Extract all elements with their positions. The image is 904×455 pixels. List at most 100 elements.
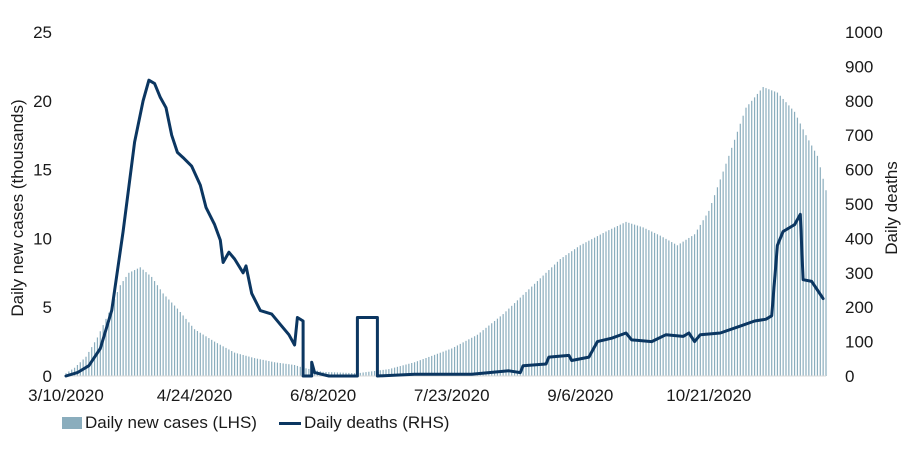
case-bar: [165, 296, 167, 376]
case-bar: [196, 330, 199, 376]
case-bar: [791, 108, 793, 376]
left-tick-label: 20: [33, 92, 52, 111]
legend: Daily new cases (LHS) Daily deaths (RHS): [62, 413, 471, 433]
case-bar: [519, 297, 521, 376]
case-bar: [688, 237, 690, 376]
case-bar: [76, 364, 79, 376]
case-bar: [525, 292, 527, 376]
case-bar: [642, 227, 644, 376]
case-bar: [348, 372, 350, 376]
case-bar: [131, 271, 133, 376]
case-bar: [205, 336, 207, 376]
case-bar: [128, 272, 130, 376]
case-bar: [408, 363, 410, 376]
case-bar: [393, 367, 396, 376]
case-bar: [651, 231, 653, 376]
case-bar: [416, 361, 419, 376]
case-bar: [148, 274, 150, 376]
case-bar: [645, 228, 647, 376]
case-bar: [528, 289, 530, 376]
case-bar: [271, 361, 273, 376]
case-bar: [622, 223, 624, 376]
case-bar: [719, 179, 721, 376]
case-bar: [633, 224, 636, 376]
case-bar: [551, 267, 553, 376]
case-bar: [762, 87, 764, 376]
case-bar: [276, 362, 279, 376]
case-bar: [156, 285, 159, 376]
case-bar: [362, 372, 364, 376]
case-bar: [453, 346, 456, 376]
case-bar: [428, 356, 430, 376]
case-bar: [819, 167, 821, 376]
x-tick-label: 6/8/2020: [290, 386, 356, 405]
case-bar: [825, 190, 827, 376]
right-tick-label: 300: [845, 264, 873, 283]
case-bar: [251, 357, 253, 376]
case-bar: [702, 220, 704, 376]
case-bar: [479, 332, 481, 376]
case-bar: [445, 350, 447, 376]
case-bar: [796, 117, 799, 376]
case-bar: [336, 372, 339, 376]
case-bar: [671, 242, 673, 376]
case-bar: [253, 358, 256, 376]
right-tick-label: 700: [845, 126, 873, 145]
case-bar: [573, 249, 576, 376]
case-bar: [725, 163, 727, 376]
case-bar: [745, 107, 747, 377]
case-bar: [631, 223, 633, 376]
case-bar: [516, 300, 519, 376]
case-bar: [591, 239, 593, 376]
case-bar: [568, 253, 570, 376]
case-bar: [533, 283, 536, 376]
case-bar: [291, 364, 293, 376]
case-bar: [153, 281, 156, 376]
case-bar: [553, 264, 556, 376]
case-bar: [782, 98, 784, 376]
case-bar: [662, 237, 664, 376]
case-bar: [151, 276, 153, 376]
case-bar: [625, 221, 627, 376]
case-bar: [373, 370, 376, 376]
case-bar: [773, 91, 776, 376]
case-bar: [411, 363, 413, 376]
case-bar: [482, 330, 484, 376]
case-bar: [613, 227, 616, 376]
case-bar: [216, 343, 219, 376]
case-bar: [331, 372, 333, 376]
case-bar: [696, 229, 699, 376]
case-bar: [328, 372, 330, 376]
case-bar: [771, 90, 773, 376]
case-bar: [185, 318, 187, 376]
case-bar: [676, 245, 679, 376]
case-bar: [611, 228, 613, 376]
case-bar: [396, 366, 399, 376]
x-tick-label: 10/21/2020: [666, 386, 751, 405]
case-bar: [605, 231, 607, 376]
case-bar: [639, 226, 641, 376]
case-bar: [496, 318, 499, 376]
case-bar: [333, 372, 336, 376]
case-bar: [608, 230, 610, 376]
case-bar: [471, 337, 473, 376]
case-bar: [382, 369, 384, 376]
case-bar: [296, 365, 299, 376]
case-bar: [822, 178, 824, 376]
case-bar: [182, 315, 184, 376]
case-bar: [776, 92, 779, 376]
case-bar: [811, 145, 813, 376]
case-bar: [139, 267, 141, 376]
case-bar: [539, 278, 541, 376]
case-bar: [648, 230, 650, 376]
case-bar: [513, 303, 516, 376]
case-bar: [765, 88, 767, 376]
case-bar: [439, 352, 441, 376]
case-bar: [456, 345, 459, 376]
left-tick-label: 25: [33, 23, 52, 42]
daily-deaths-line: [64, 78, 825, 378]
case-bar: [191, 325, 193, 376]
case-bar: [345, 372, 347, 376]
case-bar: [602, 233, 604, 376]
